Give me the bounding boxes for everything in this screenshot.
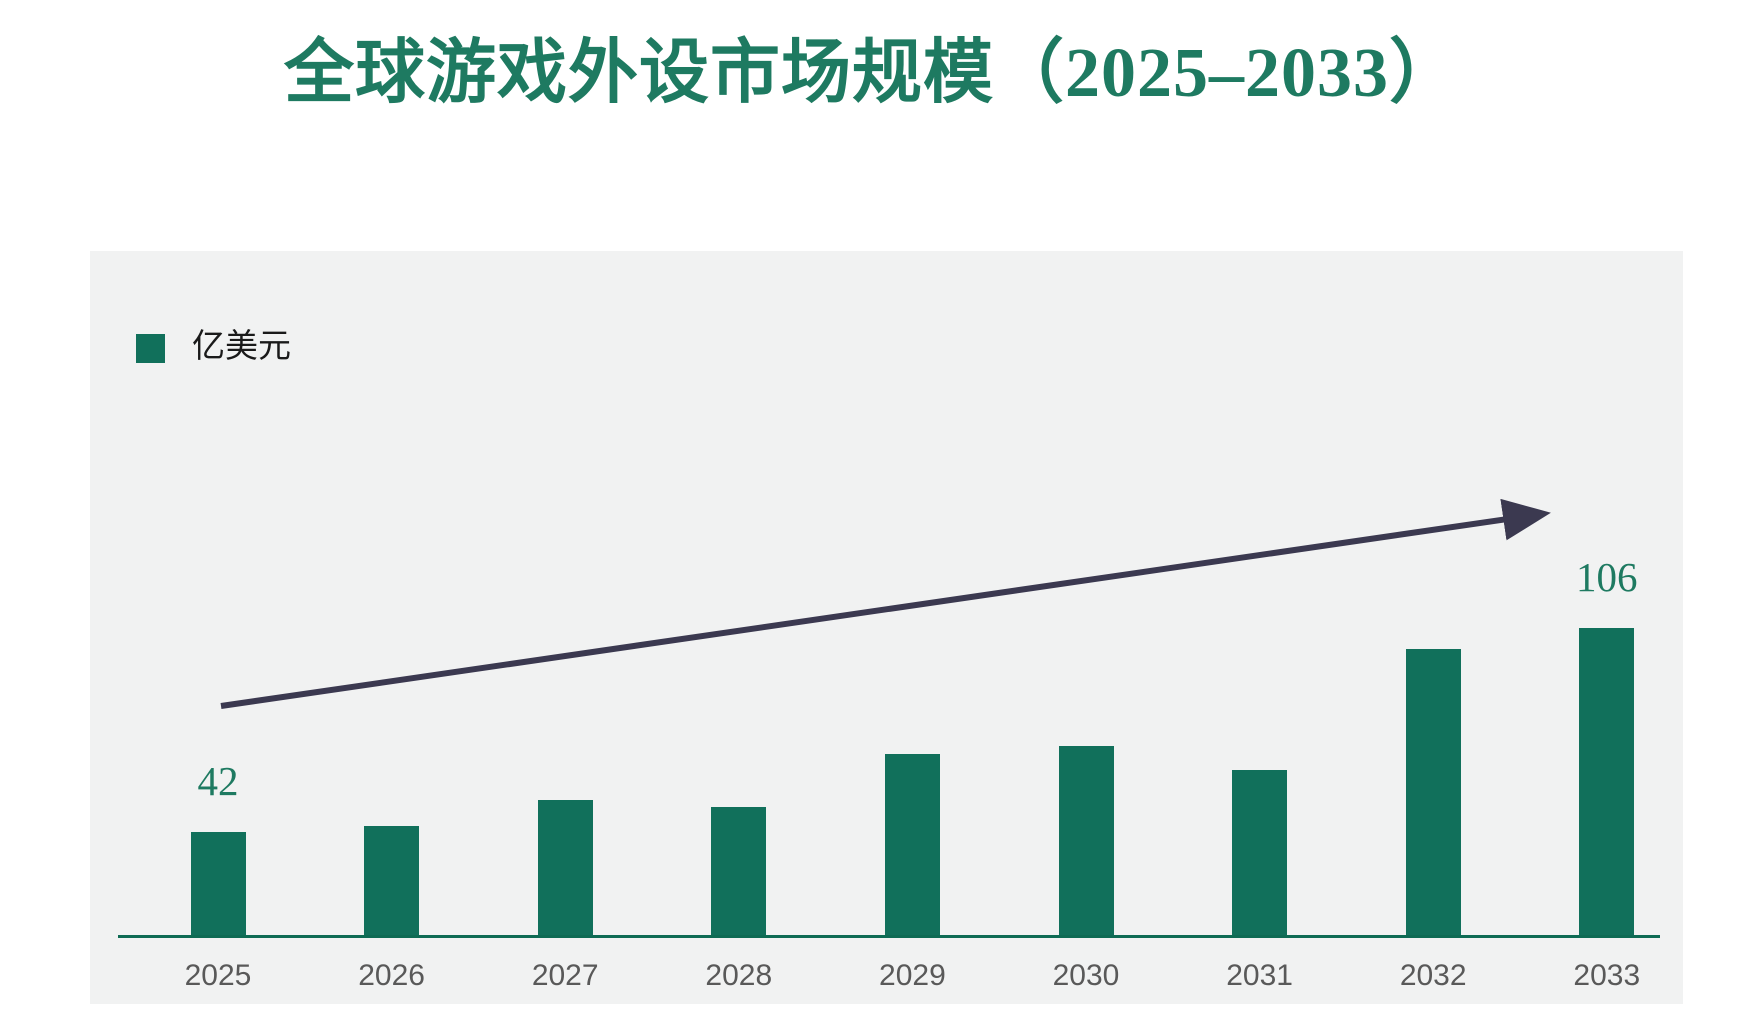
bar-value-label-2033: 106 xyxy=(1576,554,1638,600)
x-tick-label-2032: 2032 xyxy=(1399,959,1467,992)
x-tick-label-2025: 2025 xyxy=(184,959,252,992)
bar-2026 xyxy=(364,826,420,937)
bar-value-label-2025: 42 xyxy=(197,758,239,804)
x-tick-label-2028: 2028 xyxy=(705,959,773,992)
chart-panel: 亿美元 2025 2026 2027 2028 2029 2030 2031 2032 2033… xyxy=(90,251,1683,1004)
x-tick-label-2029: 2029 xyxy=(879,959,946,992)
x-axis-line xyxy=(118,935,1660,938)
bar-2031 xyxy=(1232,770,1288,937)
bar-2027 xyxy=(537,800,593,937)
legend-label: 亿美元 xyxy=(192,329,291,365)
bar-2033 xyxy=(1579,628,1635,937)
x-tick-label-2026: 2026 xyxy=(358,959,425,992)
legend: 亿美元 xyxy=(136,331,291,366)
bar-2029 xyxy=(884,754,940,937)
x-tick-label-2030: 2030 xyxy=(1052,959,1120,992)
bars-layer: 2025 2026 2027 2028 2029 2030 2031 2032 2033 42 10… xyxy=(90,251,1683,1004)
x-tick-label-2033: 2033 xyxy=(1573,959,1641,992)
bar-2025 xyxy=(190,832,246,937)
legend-swatch xyxy=(136,334,165,363)
bar-2030 xyxy=(1058,746,1114,937)
bar-2032 xyxy=(1405,649,1461,937)
x-tick-label-2027: 2027 xyxy=(531,959,599,992)
chart-title: 全球游戏外设市场规模（2025–2033） xyxy=(284,35,1460,112)
bar-2028 xyxy=(711,807,767,937)
x-tick-label-2031: 2031 xyxy=(1226,959,1293,992)
